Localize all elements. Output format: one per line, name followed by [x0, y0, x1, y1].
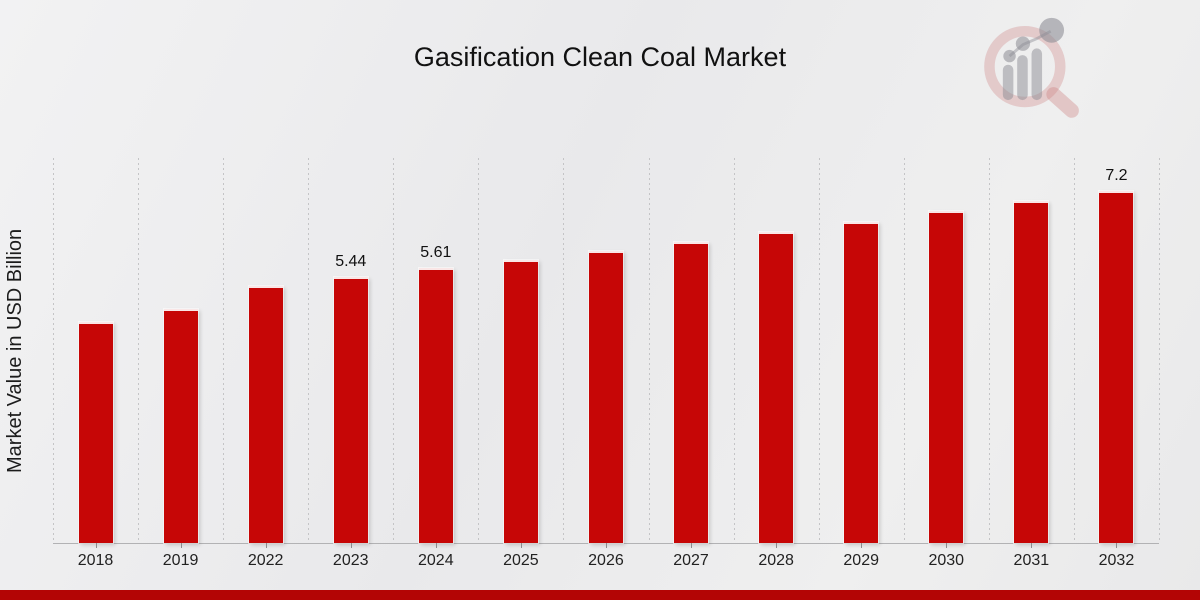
x-tick-mark: [520, 543, 522, 548]
bar-2028: [758, 231, 795, 544]
x-tick-mark: [776, 543, 778, 548]
x-tick-label-2025: 2025: [503, 552, 539, 569]
plot-area: 2018 2019 2022 5.44 2023 5.61 2024 2025 2026 2027…: [53, 158, 1160, 569]
bar-2024: [417, 267, 454, 544]
x-tick-label-2019: 2019: [162, 552, 199, 569]
x-tick-mark: [95, 543, 97, 548]
gridline: [818, 158, 820, 543]
gridline: [138, 158, 140, 543]
x-tick-mark: [265, 543, 267, 548]
x-tick-label-2032: 2032: [1098, 552, 1135, 569]
x-tick-label-2027: 2027: [673, 552, 709, 569]
bar-2025: [502, 259, 539, 544]
gridline: [223, 158, 225, 543]
bar-2026: [588, 250, 624, 544]
x-tick-mark: [435, 543, 437, 548]
magnifier-handle-icon: [1046, 87, 1079, 118]
logo-dot-2: [1015, 36, 1031, 51]
x-tick-label-2031: 2031: [1013, 552, 1050, 569]
x-tick-mark: [180, 543, 182, 548]
gridline: [733, 158, 735, 543]
x-tick-mark: [1031, 543, 1033, 548]
bar-2023: [332, 276, 369, 544]
x-tick-mark: [861, 543, 863, 548]
x-tick-label-2023: 2023: [332, 552, 369, 569]
chart-title: Gasification Clean Coal Market: [413, 42, 787, 72]
x-tick-mark: [691, 543, 693, 548]
bar-2019: [162, 308, 199, 544]
x-tick-label-2022: 2022: [247, 552, 284, 569]
bar-2029: [843, 221, 880, 544]
x-tick-label-2030: 2030: [928, 552, 965, 569]
gridline: [648, 158, 650, 543]
logo-bar-2: [1017, 55, 1028, 101]
gridline: [308, 158, 310, 543]
bar-2018: [77, 321, 114, 544]
gridline: [393, 158, 395, 543]
x-tick-mark: [946, 543, 948, 548]
logo-dot-1: [1003, 49, 1016, 63]
gridline: [903, 158, 905, 543]
gridline: [478, 158, 480, 543]
bar-value-label-2024: 5.61: [420, 244, 452, 261]
bar-value-label-2032: 7.2: [1105, 167, 1128, 184]
gridline: [53, 158, 54, 543]
bar-value-label-2023: 5.44: [335, 253, 367, 270]
bar-2027: [673, 241, 710, 544]
magnifier-bar-chart-logo-watermark: [984, 17, 1079, 118]
y-axis-label: Market Value in USD Billion: [4, 228, 26, 473]
x-tick-label-2028: 2028: [758, 552, 794, 569]
magnifier-lens-icon: [984, 25, 1066, 108]
gridline: [563, 158, 565, 543]
x-tick-mark: [350, 543, 352, 548]
bottom-red-band: [0, 590, 1200, 600]
logo-dot-3: [1039, 17, 1065, 43]
gridline: [1073, 158, 1075, 543]
gridline: [988, 158, 990, 543]
x-tick-label-2029: 2029: [843, 552, 879, 569]
x-tick-mark: [1116, 543, 1118, 548]
bar-2032: [1098, 190, 1135, 544]
logo-bar-3: [1031, 48, 1043, 101]
bar-2031: [1013, 200, 1050, 544]
x-tick-label-2024: 2024: [418, 552, 454, 569]
x-tick-mark: [606, 543, 607, 548]
bar-2030: [928, 210, 965, 544]
x-tick-label-2026: 2026: [588, 552, 624, 569]
bar-2022: [247, 285, 284, 544]
x-tick-label-2018: 2018: [77, 552, 114, 569]
gridline: [1159, 158, 1160, 543]
logo-bar-1: [1002, 64, 1014, 101]
